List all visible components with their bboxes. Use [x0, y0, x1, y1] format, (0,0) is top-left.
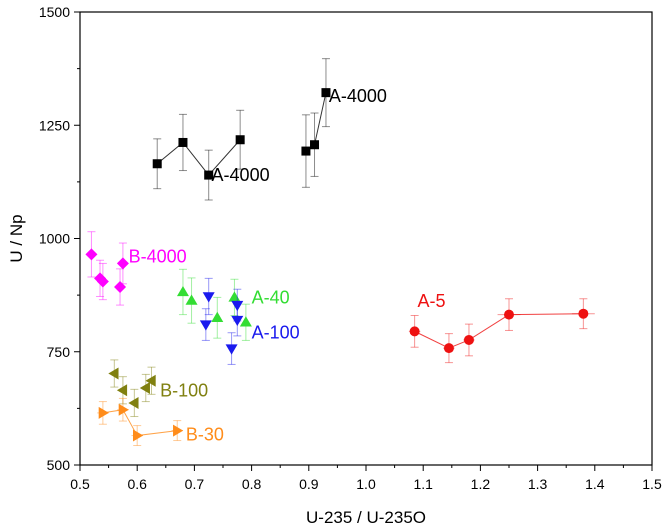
x-tick-label: 1.4: [585, 476, 605, 492]
data-point: [310, 140, 320, 150]
data-point: [235, 135, 245, 145]
data-point: [321, 88, 331, 98]
data-point: [578, 308, 589, 319]
x-tick-label: 1.5: [642, 476, 662, 492]
data-point: [301, 146, 311, 156]
data-point: [116, 384, 128, 397]
y-tick-label: 1000: [39, 231, 70, 247]
data-point: [178, 137, 188, 147]
y-tick-label: 750: [47, 344, 71, 360]
data-point: [145, 374, 156, 387]
x-tick-label: 1.2: [471, 476, 491, 492]
data-point: [225, 344, 238, 355]
data-point: [96, 275, 109, 288]
x-tick-label: 1.1: [413, 476, 433, 492]
y-tick-label: 500: [47, 457, 71, 473]
data-point: [185, 294, 198, 305]
data-point: [211, 311, 224, 322]
data-point: [133, 429, 144, 442]
series-annotation: B-100: [160, 381, 208, 401]
series-annotation: A-4000: [212, 165, 270, 185]
series-annotation: A-100: [252, 323, 300, 343]
x-axis-title: U-235 / U-235O: [306, 508, 426, 527]
data-point: [409, 326, 420, 337]
x-tick-label: 0.9: [299, 476, 319, 492]
series-connector-line: [156, 139, 241, 176]
series-annotation: A-4000: [329, 86, 387, 106]
x-tick-label: 0.6: [127, 476, 147, 492]
series-connector-line: [102, 409, 178, 437]
y-tick-label: 1500: [39, 4, 70, 20]
series-annotation: B-30: [186, 425, 224, 445]
y-tick-label: 1250: [39, 117, 70, 133]
data-point: [152, 159, 162, 169]
data-point: [239, 316, 252, 327]
data-point: [504, 309, 514, 320]
data-point: [118, 403, 129, 416]
series-connector-line: [414, 313, 584, 349]
x-tick-label: 1.0: [356, 476, 376, 492]
series-annotation: A-40: [252, 287, 290, 307]
data-point: [176, 285, 189, 297]
data-point: [463, 334, 474, 345]
series-annotation: B-4000: [129, 247, 187, 267]
data-point: [231, 300, 244, 312]
data-point: [116, 257, 129, 270]
data-point: [114, 280, 127, 293]
data-point: [85, 248, 98, 261]
data-point: [202, 292, 215, 303]
x-tick-label: 0.5: [70, 476, 90, 492]
data-point: [128, 396, 139, 409]
y-axis-title: U / Np: [7, 214, 26, 262]
data-point: [204, 170, 214, 180]
x-tick-label: 0.7: [185, 476, 205, 492]
data-point: [228, 291, 241, 302]
data-point: [443, 343, 454, 354]
data-point: [173, 424, 184, 437]
data-point: [108, 367, 119, 380]
x-tick-label: 1.3: [528, 476, 548, 492]
x-tick-label: 0.8: [242, 476, 262, 492]
data-point: [98, 406, 109, 419]
data-point: [139, 381, 150, 394]
series-annotation: A-5: [417, 291, 445, 311]
data-point: [199, 320, 212, 331]
data-point: [231, 315, 244, 327]
